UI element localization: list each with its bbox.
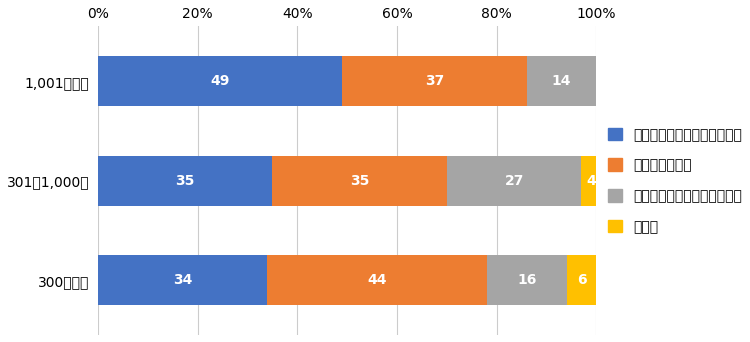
Bar: [98, 156, 272, 206]
Bar: [342, 56, 526, 106]
Legend: オンライン化の動きが強まる, 現状を維持する, 対面型への揺り戻しが起こる, その他: オンライン化の動きが強まる, 現状を維持する, 対面型への揺り戻しが起こる, そ…: [608, 128, 742, 234]
Text: 44: 44: [368, 273, 387, 287]
Text: 37: 37: [424, 74, 444, 88]
Bar: [268, 255, 487, 305]
Bar: [272, 156, 447, 206]
Bar: [98, 56, 342, 106]
Bar: [487, 255, 566, 305]
Text: 34: 34: [173, 273, 192, 287]
Text: 4: 4: [586, 174, 596, 188]
Text: 14: 14: [552, 74, 572, 88]
Text: 27: 27: [505, 174, 524, 188]
Bar: [447, 156, 581, 206]
Text: 6: 6: [577, 273, 586, 287]
Bar: [526, 56, 596, 106]
Bar: [581, 156, 602, 206]
Bar: [98, 255, 268, 305]
Text: 49: 49: [210, 74, 230, 88]
Text: 16: 16: [517, 273, 536, 287]
Bar: [566, 255, 596, 305]
Text: 35: 35: [350, 174, 369, 188]
Text: 35: 35: [176, 174, 195, 188]
